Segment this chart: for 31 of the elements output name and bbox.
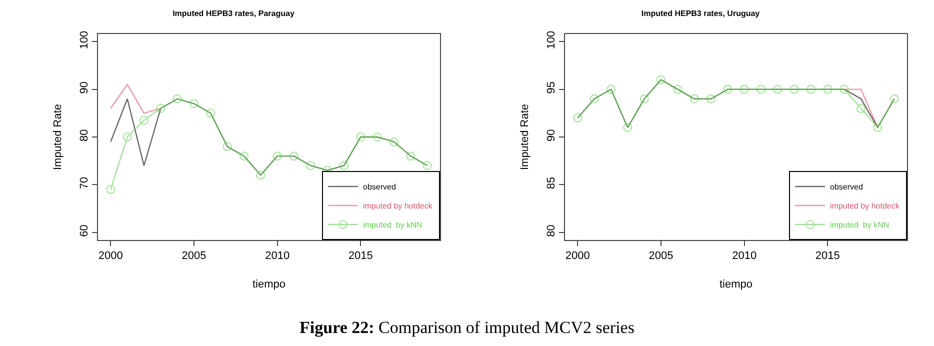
x-tick-label: 2015	[348, 250, 373, 262]
chart-title: Imputed HEPB3 rates, Paraguay	[172, 9, 295, 18]
x-tick-label: 2010	[732, 250, 757, 262]
y-tick-label: 100	[546, 30, 558, 50]
y-tick-label: 70	[78, 176, 91, 190]
y-axis-title: Imputed Rate	[52, 104, 64, 170]
x-tick-label: 2005	[182, 250, 206, 262]
legend-label: observed	[363, 182, 396, 192]
x-axis-title: tiempo	[719, 278, 753, 290]
y-tick-label: 90	[78, 82, 91, 94]
legend-label: observed	[830, 182, 863, 192]
x-axis-title: tiempo	[252, 278, 286, 290]
x-tick-label: 2005	[648, 250, 674, 262]
y-tick-label: 80	[78, 129, 91, 142]
x-tick-label: 2000	[565, 250, 590, 262]
legend-label: imputed by hotdeck	[363, 202, 434, 211]
legend-label: imputed by hotdeck	[830, 202, 900, 211]
chart-title: Imputed HEPB3 rates, Uruguay	[641, 9, 760, 18]
y-tick-label: 90	[546, 129, 558, 142]
caption: Figure 22: Comparison of imputed MCV2 series	[298, 318, 636, 338]
y-tick-label: 100	[78, 30, 91, 50]
legend-label: imputed by kNN	[363, 220, 422, 230]
x-tick-label: 2010	[265, 250, 290, 262]
y-tick-label: 60	[78, 224, 91, 237]
y-tick-label: 80	[546, 224, 558, 237]
y-axis-title: Imputed Rate	[519, 104, 532, 170]
x-tick-label: 2015	[815, 250, 840, 262]
y-tick-label: 85	[546, 176, 558, 190]
y-tick-label: 95	[546, 82, 558, 94]
legend-label: imputed by kNN	[830, 220, 890, 230]
x-tick-label: 2000	[98, 250, 123, 262]
